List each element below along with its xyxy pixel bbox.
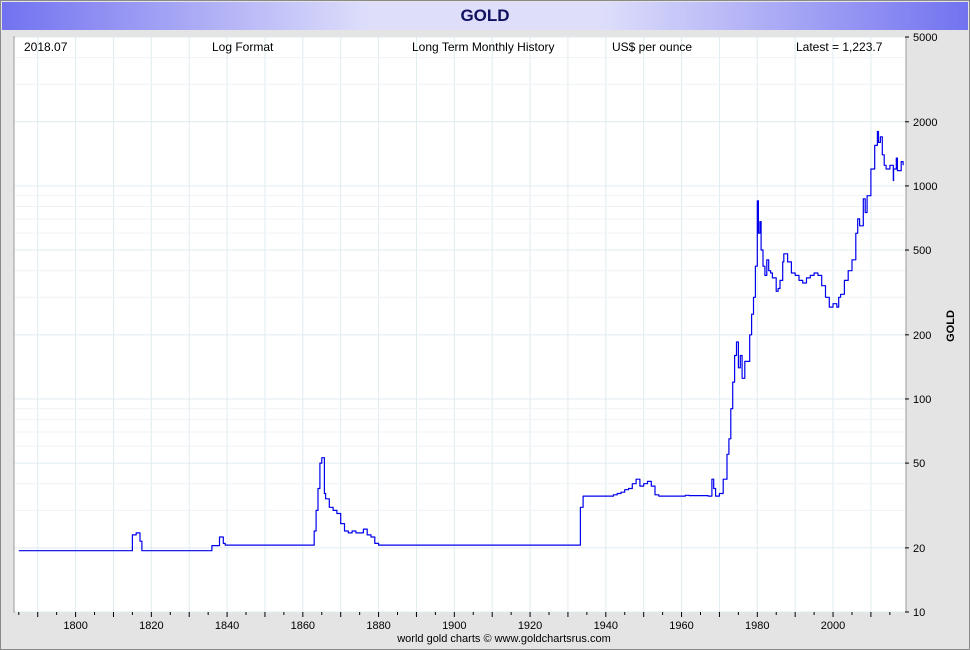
x-tick-label: 1800 <box>63 620 87 632</box>
header-units: US$ per ounce <box>612 40 692 54</box>
y-axis-label: GOLD <box>945 310 957 342</box>
credit-text: world gold charts © www.goldchartsrus.co… <box>396 633 611 645</box>
x-tick-label: 1980 <box>745 620 769 632</box>
header-history: Long Term Monthly History <box>412 40 555 54</box>
x-tick-label: 1880 <box>366 620 390 632</box>
y-tick-label: 2000 <box>913 117 937 129</box>
x-tick-label: 1840 <box>215 620 239 632</box>
y-tick-label: 20 <box>913 543 925 555</box>
header-latest: Latest = 1,223.7 <box>796 40 883 54</box>
series-layer <box>18 130 904 552</box>
grid <box>15 36 905 613</box>
x-tick-label: 1940 <box>594 620 618 632</box>
x-tick-label: 1920 <box>518 620 542 632</box>
plot-area <box>13 36 907 613</box>
title-bar: GOLD <box>2 2 968 30</box>
y-tick-label: 200 <box>913 330 931 342</box>
x-tick-label: 1900 <box>442 620 466 632</box>
y-tick-label: 10 <box>913 607 925 619</box>
x-tick-label: 2000 <box>821 620 845 632</box>
header-format: Log Format <box>212 40 274 54</box>
y-tick-label: 500 <box>913 245 931 257</box>
x-tick-label: 1860 <box>291 620 315 632</box>
x-tick-label: 1820 <box>139 620 163 632</box>
header-date: 2018.07 <box>24 40 68 54</box>
series-line-gold <box>18 130 904 552</box>
y-tick-label: 50 <box>913 458 925 470</box>
x-tick-label: 1960 <box>669 620 693 632</box>
chart-title: GOLD <box>460 6 510 25</box>
y-tick-label: 100 <box>913 394 931 406</box>
axes: 10 20 50 100 200 500 1000 2000 5000 1800 1820 1840 1… <box>18 32 937 632</box>
y-tick-label: 5000 <box>913 32 937 44</box>
y-tick-label: 1000 <box>913 181 937 193</box>
